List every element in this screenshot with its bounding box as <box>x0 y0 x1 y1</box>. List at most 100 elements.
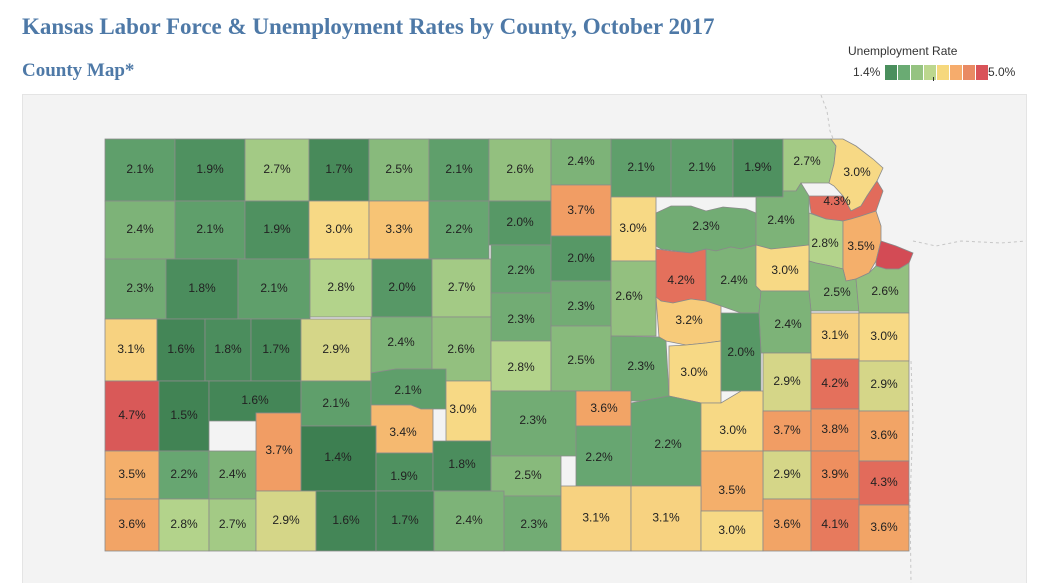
county-rate-label: 2.1% <box>688 160 716 174</box>
county-label-layer: 2.1% 1.9% 2.7% 1.7% 2.5% 2.1% 2.6% 2.4% 2.1% 2.1%… <box>117 154 899 537</box>
neighbor-state-border <box>820 95 835 142</box>
county-shape[interactable] <box>104 318 158 382</box>
county-shape[interactable] <box>700 450 764 512</box>
county-shape[interactable] <box>104 450 160 500</box>
county-shape[interactable] <box>858 312 910 362</box>
county-rate-label: 2.6% <box>447 342 475 356</box>
legend-swatch <box>885 65 897 80</box>
county-shape[interactable] <box>208 450 257 500</box>
neighbor-state-border <box>912 240 1026 247</box>
county-rate-label: 1.7% <box>325 162 353 176</box>
county-shape[interactable] <box>810 498 860 552</box>
county-rate-label: 3.9% <box>821 467 849 481</box>
county-rate-label: 2.7% <box>793 154 821 168</box>
county-rate-label: 2.3% <box>507 312 535 326</box>
county-rate-label: 3.0% <box>325 222 353 236</box>
county-rate-label: 3.0% <box>619 221 647 235</box>
county-shape[interactable] <box>174 200 246 260</box>
county-rate-label: 3.0% <box>680 365 708 379</box>
county-rate-label: 3.7% <box>265 443 293 457</box>
county-rate-label: 3.3% <box>385 222 413 236</box>
county-shape[interactable] <box>371 258 433 318</box>
county-shape[interactable] <box>244 200 310 260</box>
county-rate-label: 2.0% <box>388 280 416 294</box>
county-rate-label: 1.9% <box>196 162 224 176</box>
county-rate-label: 2.8% <box>811 236 839 250</box>
county-shape[interactable] <box>250 318 302 382</box>
county-rate-label: 2.4% <box>567 154 595 168</box>
county-shape[interactable] <box>174 138 246 202</box>
county-rate-label: 3.1% <box>652 511 680 525</box>
county-shape[interactable] <box>300 318 372 382</box>
county-rate-label: 4.7% <box>118 408 146 422</box>
county-shape[interactable] <box>308 138 370 202</box>
county-shape[interactable] <box>104 200 176 260</box>
county-rate-label: 2.3% <box>520 517 548 531</box>
county-shape[interactable] <box>158 498 210 552</box>
county-shape[interactable] <box>720 312 762 392</box>
county-rate-label: 2.8% <box>327 280 355 294</box>
county-rate-label: 1.6% <box>241 393 269 407</box>
county-rate-label: 2.4% <box>774 317 802 331</box>
county-shape[interactable] <box>104 258 176 320</box>
county-rate-label: 1.6% <box>332 513 360 527</box>
county-shape[interactable] <box>375 490 435 552</box>
county-rate-label: 2.3% <box>519 413 547 427</box>
county-rate-label: 4.1% <box>821 517 849 531</box>
county-shape[interactable] <box>208 498 257 552</box>
county-rate-label: 2.4% <box>767 213 795 227</box>
county-rate-label: 2.4% <box>720 273 748 287</box>
county-shape[interactable] <box>104 138 176 202</box>
legend-color-ramp <box>885 65 989 80</box>
county-rate-label: 4.2% <box>667 273 695 287</box>
county-shape[interactable] <box>858 504 910 552</box>
county-rate-label: 2.7% <box>448 280 476 294</box>
county-rate-label: 2.7% <box>263 162 291 176</box>
county-rate-label: 3.8% <box>821 422 849 436</box>
county-rate-label: 4.3% <box>823 194 851 208</box>
county-shape[interactable] <box>433 490 505 552</box>
county-shape[interactable] <box>368 138 430 202</box>
county-rate-label: 1.9% <box>263 222 291 236</box>
county-rate-label: 3.4% <box>389 425 417 439</box>
county-rate-label: 2.1% <box>126 162 154 176</box>
county-rate-label: 2.4% <box>126 222 154 236</box>
county-shape[interactable] <box>762 352 812 412</box>
county-shape[interactable] <box>309 258 373 318</box>
county-rate-label: 2.2% <box>507 263 535 277</box>
county-rate-label: 2.2% <box>170 467 198 481</box>
county-shape[interactable] <box>165 258 239 320</box>
county-rate-label: 3.5% <box>718 483 746 497</box>
county-rate-label: 3.6% <box>118 517 146 531</box>
county-rate-label: 2.6% <box>506 162 534 176</box>
county-shape[interactable] <box>255 490 317 552</box>
county-rate-label: 2.3% <box>567 299 595 313</box>
county-shape[interactable] <box>244 138 310 202</box>
county-shape[interactable] <box>762 498 812 552</box>
county-shape[interactable] <box>610 260 657 337</box>
county-rate-label: 1.8% <box>214 342 242 356</box>
county-map[interactable]: 2.1% 1.9% 2.7% 1.7% 2.5% 2.1% 2.6% 2.4% 2.1% 2.1%… <box>22 94 1027 583</box>
county-shape[interactable] <box>428 138 490 202</box>
county-rate-label: 3.0% <box>870 329 898 343</box>
county-rate-label: 1.7% <box>262 342 290 356</box>
county-shape[interactable] <box>488 200 552 246</box>
county-rate-label: 3.1% <box>582 511 610 525</box>
county-rate-label: 2.4% <box>387 335 415 349</box>
county-rate-label: 2.8% <box>507 360 535 374</box>
county-shape[interactable] <box>810 358 860 410</box>
county-shape[interactable] <box>560 485 632 552</box>
color-legend[interactable]: Unemployment Rate 1.4% 5.0% <box>840 44 1040 84</box>
county-shape[interactable] <box>858 410 910 462</box>
county-rate-label: 3.6% <box>870 428 898 442</box>
county-shape[interactable] <box>104 380 160 452</box>
legend-tick <box>933 77 934 81</box>
county-shape[interactable] <box>630 485 702 552</box>
county-rate-label: 3.2% <box>675 313 703 327</box>
county-map-svg: 2.1% 1.9% 2.7% 1.7% 2.5% 2.1% 2.6% 2.4% 2.1% 2.1%… <box>104 95 1026 583</box>
county-rate-label: 2.0% <box>567 251 595 265</box>
county-shape[interactable] <box>431 258 492 318</box>
county-rate-label: 1.8% <box>448 457 476 471</box>
county-rate-label: 3.5% <box>118 467 146 481</box>
county-shape[interactable] <box>204 318 252 382</box>
